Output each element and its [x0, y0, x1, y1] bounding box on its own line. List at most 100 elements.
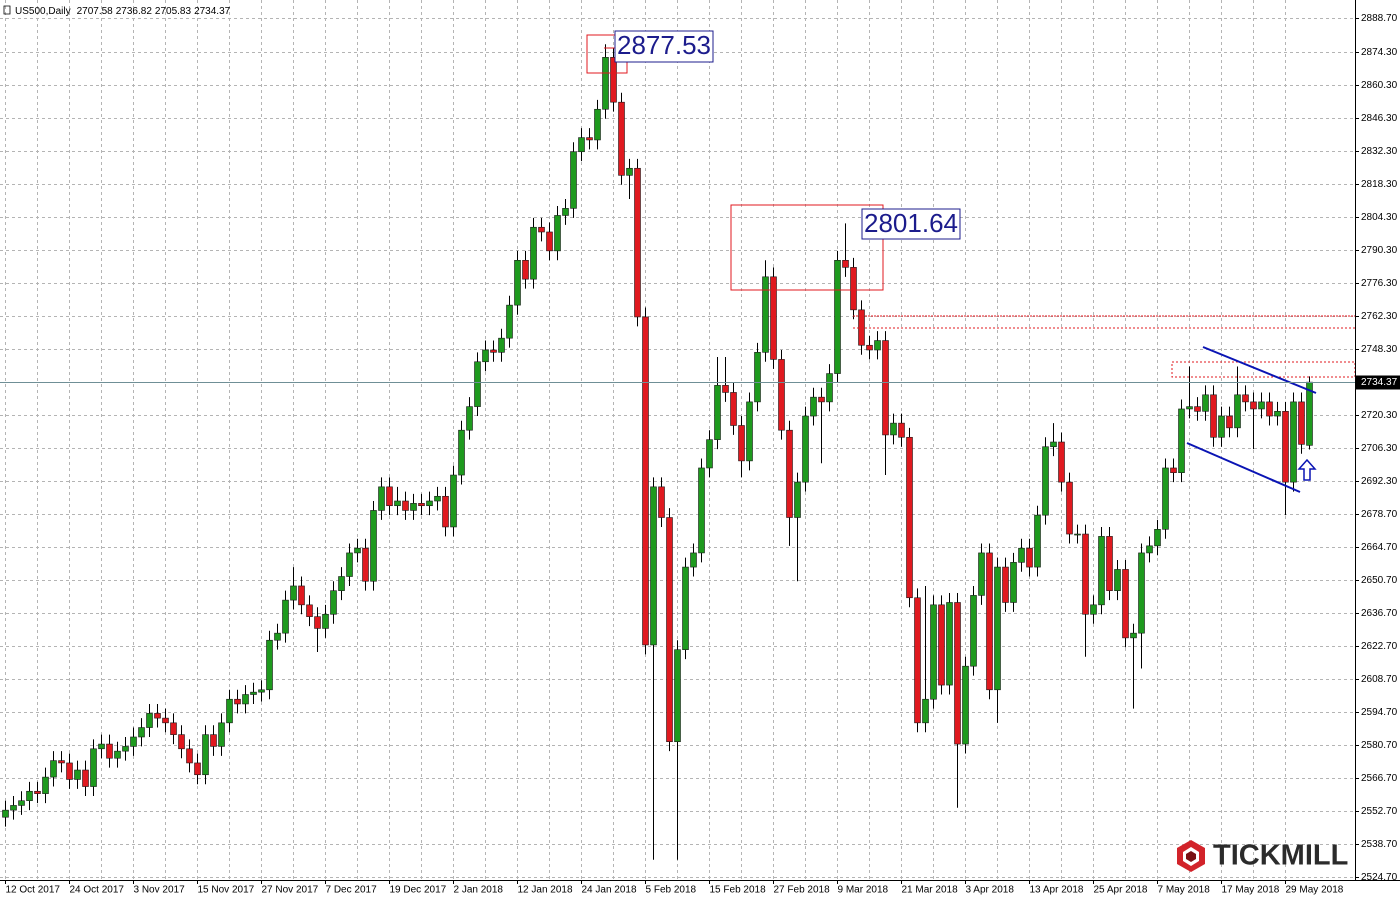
candle — [1034, 505, 1041, 577]
candle-body — [98, 743, 105, 750]
candle — [90, 739, 97, 796]
open: 2707.58 — [77, 6, 114, 17]
candle — [714, 357, 721, 450]
candle — [186, 739, 193, 773]
candle — [586, 128, 593, 150]
candle — [658, 477, 665, 527]
candle-body — [554, 215, 561, 252]
candle-body — [418, 503, 425, 507]
x-tick-label: 5 Feb 2018 — [646, 885, 697, 896]
candle — [978, 543, 985, 605]
candle-body — [66, 762, 73, 780]
candle — [458, 420, 465, 485]
candle — [330, 581, 337, 624]
x-tick-label: 3 Nov 2017 — [134, 885, 186, 896]
candle — [402, 491, 409, 520]
y-tick-label: 2664.70 — [1361, 542, 1398, 553]
x-tick-label: 9 Mar 2018 — [838, 885, 889, 896]
candle — [882, 331, 889, 476]
candle-body — [1122, 569, 1129, 639]
candle-body — [450, 474, 457, 528]
candle-body — [1026, 547, 1033, 568]
candle-body — [1162, 467, 1169, 530]
candle-body — [338, 576, 345, 591]
candle-body — [106, 743, 113, 759]
candle-body — [1098, 536, 1105, 606]
candle — [1186, 366, 1193, 419]
candle — [386, 477, 393, 516]
y-tick-label: 2594.70 — [1361, 707, 1398, 718]
candle-body — [234, 698, 241, 705]
candle — [746, 392, 753, 471]
candle — [842, 223, 849, 277]
candle-body — [178, 734, 185, 750]
candle-body — [890, 422, 897, 436]
candle-body — [298, 585, 305, 606]
candle — [578, 128, 585, 162]
candle-body — [746, 401, 753, 462]
candle-body — [1130, 632, 1137, 639]
candle — [306, 595, 313, 627]
annotation: 2877.53 — [614, 30, 714, 63]
candle — [1050, 423, 1057, 457]
candle-body — [602, 57, 609, 110]
candle-body — [146, 713, 153, 728]
candle — [1234, 366, 1241, 438]
candle-body — [266, 639, 273, 691]
candle-body — [58, 760, 65, 764]
candle — [906, 427, 913, 608]
candle — [778, 349, 785, 440]
candle-body — [946, 602, 953, 686]
candle-body — [994, 566, 1001, 691]
candle — [554, 206, 561, 261]
candle-body — [1034, 514, 1041, 568]
candle-body — [114, 750, 121, 759]
annotation-label: 2877.53 — [617, 30, 711, 60]
candle — [650, 477, 657, 860]
candle-body — [362, 547, 369, 582]
candle — [962, 656, 969, 754]
candle — [314, 607, 321, 653]
candle-body — [714, 385, 721, 440]
candle — [1162, 458, 1169, 539]
candle — [922, 585, 929, 733]
candle — [202, 725, 209, 785]
candle — [634, 158, 641, 327]
grid — [0, 0, 1355, 880]
high: 2736.82 — [116, 6, 153, 17]
candle — [1042, 437, 1049, 525]
candle — [514, 250, 521, 315]
resistance-zone — [1171, 361, 1356, 378]
candle — [194, 753, 201, 785]
candle-body — [770, 276, 777, 360]
candle — [1266, 392, 1273, 426]
candle — [58, 751, 65, 773]
candle — [82, 760, 89, 796]
x-tick-label: 12 Jan 2018 — [518, 885, 573, 896]
x-tick-label: 25 Apr 2018 — [1094, 885, 1148, 896]
candle — [18, 791, 25, 815]
x-tick-label: 7 Dec 2017 — [326, 885, 378, 896]
x-tick-label: 2 Jan 2018 — [454, 885, 504, 896]
candle-body — [826, 373, 833, 403]
candle-body — [226, 698, 233, 724]
candle-body — [282, 599, 289, 634]
candle — [1010, 552, 1017, 612]
candle-body — [322, 613, 329, 629]
candle-body — [1090, 604, 1097, 615]
candle — [890, 413, 897, 445]
y-tick-label: 2776.30 — [1361, 278, 1398, 289]
candle-body — [682, 566, 689, 650]
x-tick-label: 15 Feb 2018 — [710, 885, 767, 896]
candle-body — [938, 604, 945, 686]
low: 2705.83 — [155, 6, 192, 17]
candle — [1074, 524, 1081, 544]
candle-body — [514, 259, 521, 306]
candle — [10, 795, 17, 820]
candle — [874, 331, 881, 360]
candle-body — [306, 604, 313, 617]
y-tick-label: 2804.30 — [1361, 212, 1398, 223]
candle — [138, 718, 145, 747]
